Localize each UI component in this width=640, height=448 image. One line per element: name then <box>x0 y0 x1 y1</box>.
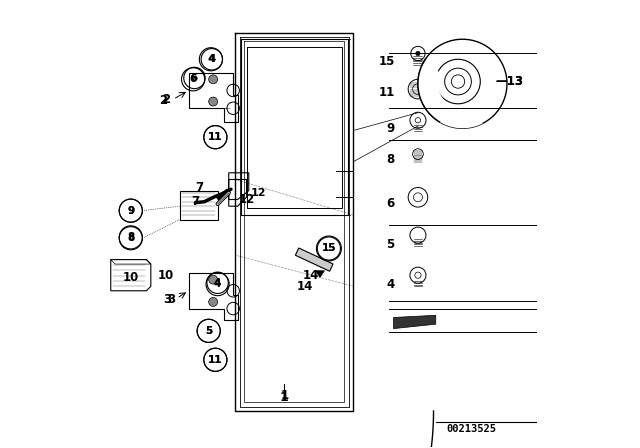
Text: 15: 15 <box>322 243 336 254</box>
Text: 4: 4 <box>208 54 216 64</box>
Text: 14: 14 <box>303 269 319 282</box>
Text: 11: 11 <box>378 86 395 99</box>
Text: 6: 6 <box>387 198 395 211</box>
Text: 15: 15 <box>378 55 395 68</box>
Circle shape <box>209 75 218 84</box>
Text: 11: 11 <box>208 355 223 365</box>
Text: 11: 11 <box>208 132 223 142</box>
Text: 10: 10 <box>157 269 173 282</box>
Text: —13: —13 <box>496 75 524 88</box>
Text: 12: 12 <box>239 193 255 206</box>
Text: 1: 1 <box>280 391 289 404</box>
Circle shape <box>209 297 218 306</box>
Text: 3: 3 <box>164 293 172 306</box>
Text: 3: 3 <box>167 293 175 306</box>
Text: 8: 8 <box>127 233 134 242</box>
Text: 9: 9 <box>127 206 134 215</box>
Polygon shape <box>316 271 324 277</box>
Text: —13: —13 <box>496 75 524 88</box>
Text: 5: 5 <box>205 326 212 336</box>
Text: 2: 2 <box>163 93 170 106</box>
Text: 4: 4 <box>214 278 221 288</box>
Text: 4: 4 <box>214 279 221 289</box>
Text: 14: 14 <box>296 280 312 293</box>
Polygon shape <box>296 248 333 271</box>
Text: 6: 6 <box>191 73 198 83</box>
Text: 11: 11 <box>208 355 223 365</box>
Circle shape <box>416 51 420 56</box>
Text: 15: 15 <box>322 243 336 254</box>
Text: 10: 10 <box>123 271 139 284</box>
Polygon shape <box>394 315 436 329</box>
Text: 6: 6 <box>189 74 196 84</box>
Text: 00213525: 00213525 <box>446 424 497 434</box>
Text: 9: 9 <box>387 122 395 135</box>
Text: 12: 12 <box>251 188 266 198</box>
Text: 5: 5 <box>387 237 395 250</box>
Text: 7: 7 <box>195 181 203 194</box>
Text: 4: 4 <box>387 278 395 291</box>
Text: 2: 2 <box>159 94 167 107</box>
Text: 8: 8 <box>387 153 395 166</box>
Text: 1: 1 <box>280 389 289 402</box>
Text: 8: 8 <box>127 233 134 243</box>
Text: 5: 5 <box>205 326 212 336</box>
Text: 11: 11 <box>208 132 223 142</box>
Text: 7: 7 <box>191 195 200 208</box>
Text: 9: 9 <box>127 206 134 215</box>
Polygon shape <box>418 64 483 128</box>
Circle shape <box>209 275 218 284</box>
Text: 4: 4 <box>207 54 214 64</box>
Circle shape <box>209 97 218 106</box>
